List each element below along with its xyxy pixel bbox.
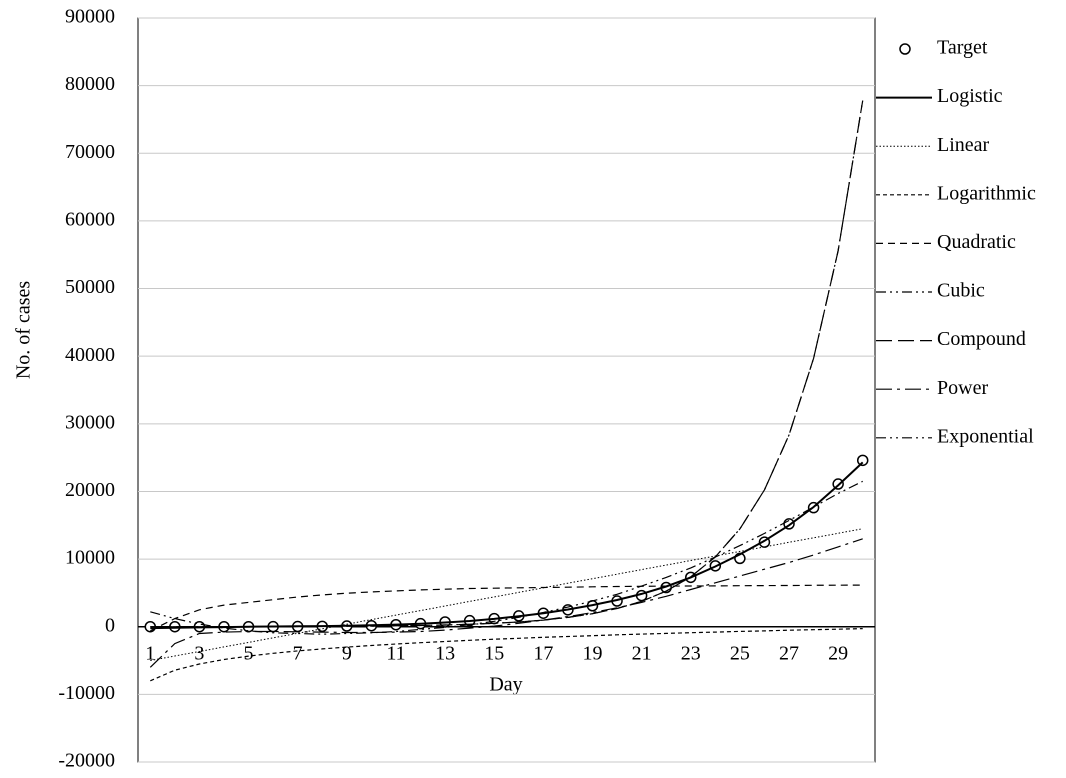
y-tick-label: -10000: [58, 682, 115, 704]
x-tick-label: 19: [582, 642, 602, 664]
y-tick-label: 30000: [65, 411, 115, 433]
series-line: [150, 628, 863, 682]
y-tick-label: 90000: [65, 6, 115, 28]
legend-label: Target: [937, 37, 988, 59]
series-line: [150, 480, 863, 635]
y-tick-label: -20000: [58, 750, 115, 772]
series-line: [150, 584, 863, 632]
legend-label: Power: [937, 377, 988, 399]
x-tick-label: 21: [632, 642, 652, 664]
x-tick-label: 15: [484, 642, 504, 664]
y-tick-label: 50000: [65, 276, 115, 298]
legend-label: Compound: [937, 328, 1026, 350]
series-line: [150, 528, 863, 661]
legend-label: Logistic: [937, 85, 1003, 107]
y-tick-label: 60000: [65, 209, 115, 231]
y-tick-label: 80000: [65, 73, 115, 95]
series-line: [150, 461, 864, 630]
y-tick-label: 20000: [65, 479, 115, 501]
x-tick-label: 11: [386, 642, 405, 664]
x-tick-label: 9: [342, 642, 352, 664]
legend-label: Logarithmic: [937, 182, 1036, 204]
legend-label: Linear: [937, 134, 990, 156]
x-tick-label: 5: [244, 642, 254, 664]
x-tick-label: 13: [435, 642, 455, 664]
x-axis-title: Day: [489, 674, 522, 696]
y-tick-label: 10000: [65, 547, 115, 569]
legend-label: Cubic: [937, 280, 985, 302]
series-line: [149, 538, 863, 668]
x-tick-label: 7: [293, 642, 303, 664]
x-tick-label: 23: [681, 642, 701, 664]
legend-label: Exponential: [937, 425, 1034, 447]
x-tick-label: 29: [828, 642, 848, 664]
y-tick-label: 0: [105, 614, 115, 636]
x-tick-label: 17: [533, 642, 553, 664]
series-line: [150, 100, 864, 628]
x-tick-label: 27: [779, 642, 799, 664]
x-tick-label: 25: [730, 642, 750, 664]
y-tick-label: 70000: [65, 141, 115, 163]
series-line: [150, 100, 864, 628]
x-tick-label: 1: [145, 642, 155, 664]
x-tick-label: 3: [194, 642, 204, 664]
data-point: [856, 454, 869, 467]
legend-label: Quadratic: [937, 231, 1016, 253]
legend-symbol: [899, 43, 911, 55]
y-axis-title: No. of cases: [13, 281, 35, 380]
y-tick-label: 40000: [65, 344, 115, 366]
